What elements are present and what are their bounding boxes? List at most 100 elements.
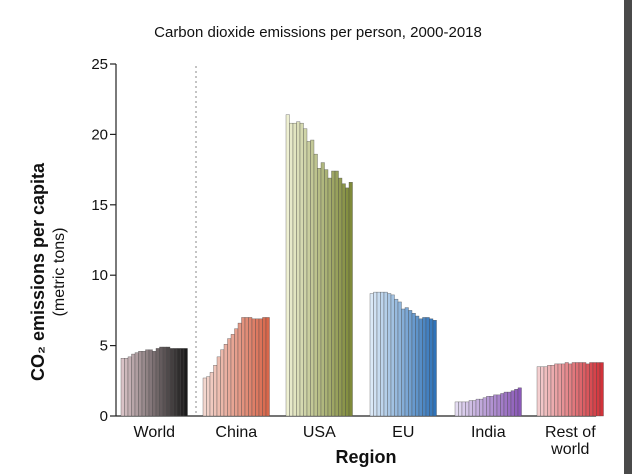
bar xyxy=(341,183,346,417)
category-label: Rest of xyxy=(545,424,596,441)
bar xyxy=(482,397,487,417)
y-tick-label: 20 xyxy=(91,126,108,143)
bar xyxy=(408,310,413,417)
bar xyxy=(369,293,374,417)
bar xyxy=(299,122,304,417)
y-tick-label: 10 xyxy=(91,267,108,284)
chart-title: Carbon dioxide emissions per person, 200… xyxy=(154,24,482,41)
bar xyxy=(223,344,228,417)
bar xyxy=(265,317,270,417)
bar xyxy=(331,170,336,417)
bar xyxy=(237,322,242,417)
bar xyxy=(345,187,350,417)
bar xyxy=(550,365,555,417)
bar xyxy=(390,294,395,417)
bar xyxy=(575,362,580,417)
bar xyxy=(241,317,246,417)
bar xyxy=(475,398,480,417)
bar xyxy=(578,362,583,417)
bar xyxy=(571,362,576,417)
bar xyxy=(547,365,552,417)
bar xyxy=(162,346,167,417)
bar xyxy=(303,128,308,417)
bar xyxy=(306,141,311,417)
bar xyxy=(401,308,406,417)
bar xyxy=(234,328,239,417)
y-tick-label: 15 xyxy=(91,197,108,214)
y-axis-title: CO₂ emissions per capita (metric tons) xyxy=(28,162,68,381)
y-tick-label: 25 xyxy=(91,56,108,73)
bar xyxy=(465,401,470,417)
bar xyxy=(514,389,519,417)
bar xyxy=(383,291,388,417)
bar xyxy=(251,318,256,417)
bar xyxy=(425,317,430,417)
bar xyxy=(348,182,353,417)
axes: 0 5 10 15 20 25 xyxy=(91,56,596,425)
bar xyxy=(131,353,136,417)
bar xyxy=(141,351,146,417)
bar xyxy=(169,348,174,417)
bar xyxy=(296,121,301,417)
bar-group-usa xyxy=(285,114,353,417)
bar xyxy=(324,169,329,417)
bar xyxy=(517,387,522,417)
bar xyxy=(248,317,253,417)
bar-groups xyxy=(120,114,604,417)
bar xyxy=(338,177,343,417)
bar xyxy=(320,162,325,417)
bar-group-eu xyxy=(369,291,437,417)
bar xyxy=(230,334,235,417)
bar xyxy=(507,391,512,417)
bar xyxy=(486,396,491,417)
category-label: World xyxy=(134,424,176,441)
bar xyxy=(489,396,494,417)
bar xyxy=(183,348,188,417)
bar xyxy=(227,338,232,417)
bar xyxy=(582,362,587,417)
bar xyxy=(415,315,420,417)
bar xyxy=(317,168,322,417)
bar xyxy=(292,122,297,417)
bar xyxy=(540,366,545,417)
bar xyxy=(454,401,459,417)
bar xyxy=(255,318,260,417)
bar xyxy=(589,362,594,417)
bar xyxy=(373,291,378,417)
bar xyxy=(432,320,437,417)
bar xyxy=(213,365,218,417)
bar xyxy=(152,351,157,417)
category-label: China xyxy=(215,424,257,441)
bar xyxy=(124,358,129,417)
bar xyxy=(561,363,566,417)
bar xyxy=(564,362,569,417)
bar xyxy=(310,139,315,417)
bar-group-china xyxy=(202,317,270,417)
category-label: EU xyxy=(392,424,414,441)
category-label: USA xyxy=(303,424,336,441)
y-tick-label: 0 xyxy=(100,408,108,425)
bar xyxy=(554,363,559,417)
bar xyxy=(376,291,381,417)
bar xyxy=(334,170,339,417)
bar xyxy=(148,349,153,417)
bar xyxy=(209,372,214,417)
bar xyxy=(216,356,221,417)
bar xyxy=(202,377,207,417)
bar xyxy=(468,400,473,417)
bar xyxy=(173,348,178,417)
y-tick-label: 5 xyxy=(100,338,108,355)
bar xyxy=(289,122,294,417)
bar-group-rest-of-world xyxy=(536,362,604,417)
bar xyxy=(127,356,132,417)
bar xyxy=(206,376,211,417)
bar xyxy=(145,349,150,417)
bar xyxy=(503,391,508,417)
bar xyxy=(422,317,427,417)
bar xyxy=(472,400,477,417)
x-axis-label: Region xyxy=(336,447,397,467)
bar xyxy=(500,393,505,417)
bar xyxy=(159,346,164,417)
bar xyxy=(510,390,515,417)
